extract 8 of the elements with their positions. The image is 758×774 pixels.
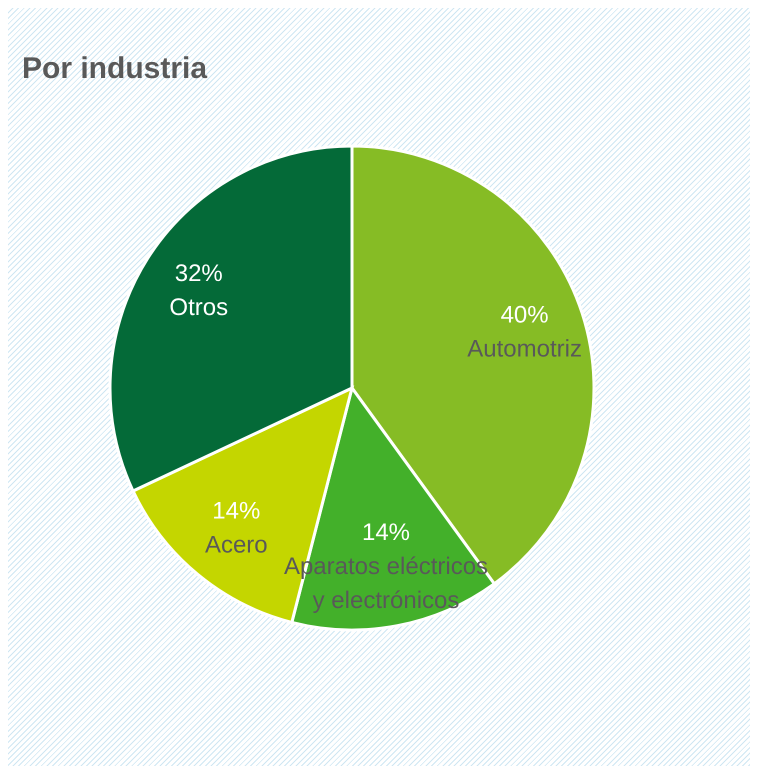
data-label: 14% xyxy=(362,518,410,546)
data-label: 32% xyxy=(174,260,223,288)
slice-label: Otros xyxy=(169,294,228,322)
slice-label: Automotriz xyxy=(467,335,582,362)
chart-title: Por industria xyxy=(22,52,208,86)
slice-label: Acero xyxy=(204,531,268,558)
data-label: 14% xyxy=(212,497,260,524)
data-label: 40% xyxy=(500,301,549,328)
